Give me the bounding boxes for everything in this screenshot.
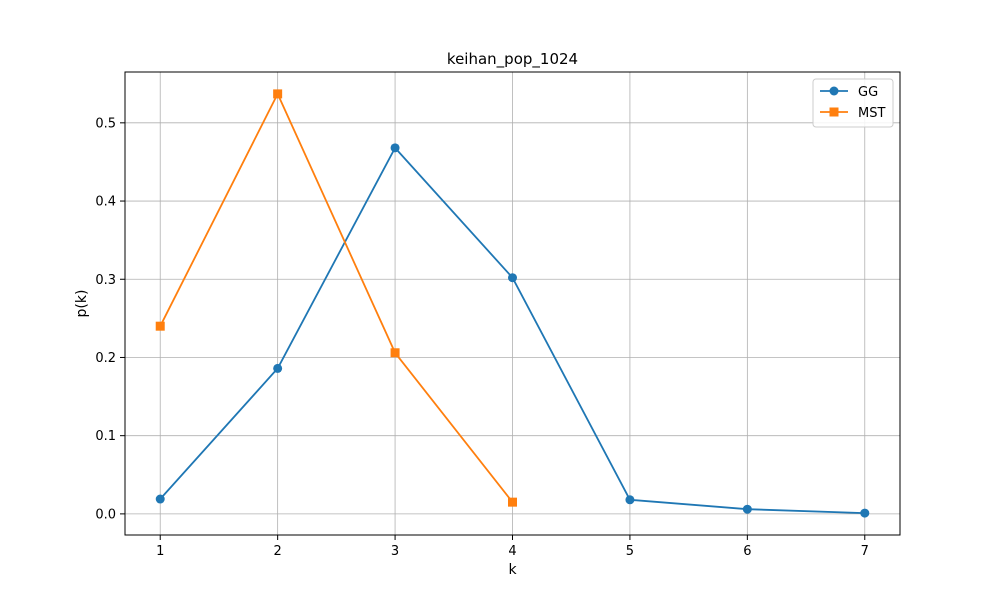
data-point-gg (625, 495, 635, 505)
data-point-mst (508, 497, 517, 507)
data-point-mst (273, 89, 283, 99)
data-point-gg (742, 504, 752, 514)
x-tick-label: 6 (743, 544, 751, 559)
series-mst (155, 89, 517, 507)
series-line-mst (159, 92, 514, 503)
x-axis-label: k (508, 562, 517, 578)
legend-marker-mst (829, 107, 839, 117)
y-tick-label: 0.1 (95, 429, 116, 444)
legend-label-mst: MST (858, 106, 885, 121)
series-gg (155, 143, 870, 518)
y-tick-label: 0.4 (95, 195, 116, 210)
legend: GG MST (812, 78, 894, 128)
y-tick-label: 0.5 (95, 116, 116, 131)
data-point-gg (273, 363, 283, 373)
plot-series (155, 89, 870, 518)
data-point-gg (860, 508, 870, 518)
x-tick-label: 2 (274, 544, 282, 559)
data-point-gg (155, 494, 165, 504)
data-point-gg (508, 273, 517, 283)
y-tick-label: 0.3 (95, 273, 116, 288)
y-tick-label: 0.0 (95, 507, 116, 522)
data-point-mst (155, 321, 165, 331)
y-axis-label: p(k) (74, 290, 90, 318)
legend-label-gg: GG (858, 85, 878, 100)
legend-marker-gg (829, 86, 839, 96)
data-point-gg (390, 143, 400, 153)
data-point-mst (390, 348, 400, 358)
x-tick-label: 4 (508, 544, 516, 559)
chart-title: keihan_pop_1024 (447, 50, 578, 69)
x-tick-label: 7 (861, 544, 869, 559)
grid (125, 72, 900, 535)
x-tick-label: 5 (626, 544, 634, 559)
x-tick-label: 1 (156, 544, 164, 559)
x-tick-label: 3 (391, 544, 399, 559)
y-tick-label: 0.2 (95, 351, 116, 366)
axis-ticks: 1 2 3 4 5 6 7 0.0 0.1 0.2 0.3 0.4 0.5 (95, 116, 869, 559)
